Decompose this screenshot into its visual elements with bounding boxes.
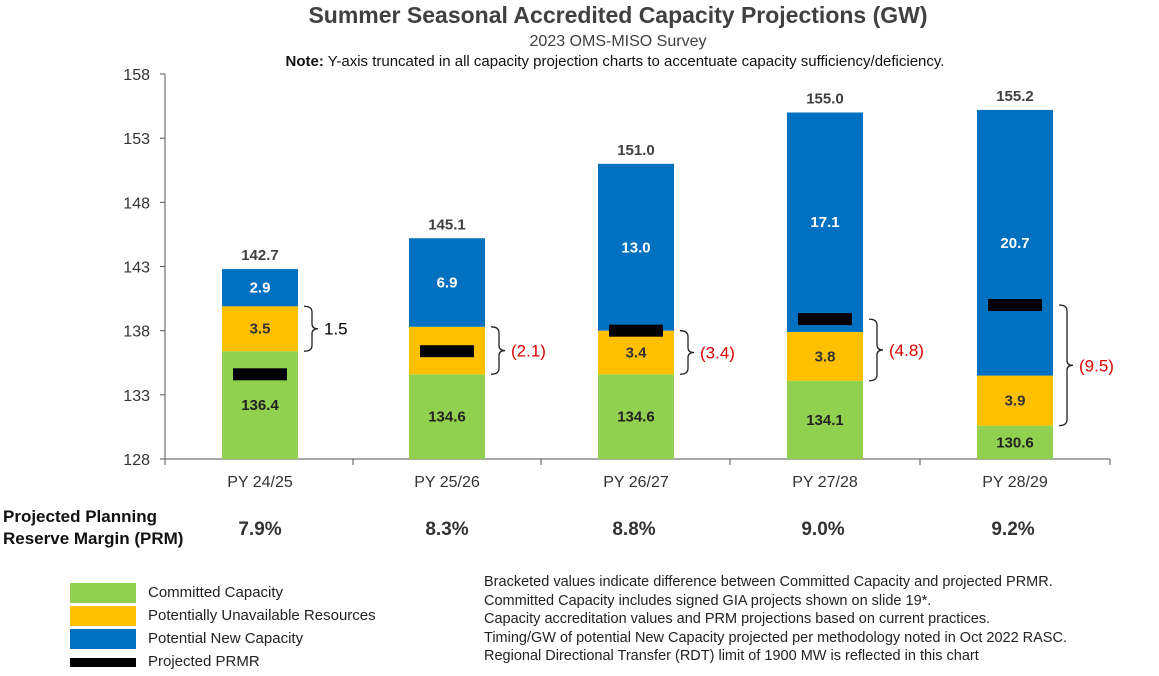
prmr-marker (420, 345, 474, 358)
y-tick-label: 128 (123, 452, 150, 469)
data-label: 20.7 (1000, 235, 1029, 252)
bracket-label: (2.1) (511, 342, 546, 361)
data-label: 13.0 (621, 239, 650, 256)
bar-segment (977, 109, 1053, 376)
x-tick-label: PY 28/29 (982, 474, 1048, 491)
bar-segment (409, 238, 485, 327)
legend-label: Potential New Capacity (148, 630, 304, 647)
bracket (679, 330, 695, 375)
y-tick-label: 153 (123, 131, 150, 148)
note-text: Y-axis truncated in all capacity project… (323, 53, 945, 70)
footnotes: Bracketed values indicate difference bet… (484, 573, 1067, 666)
data-label: 130.6 (996, 434, 1034, 451)
bar-segment (787, 112, 863, 332)
prm-value: 9.2% (991, 519, 1035, 540)
y-tick-label: 133 (123, 388, 150, 405)
y-tick-label: 138 (123, 324, 150, 341)
bar-segment (977, 425, 1053, 459)
bracket (1058, 304, 1074, 427)
note-prefix: Note: (285, 53, 324, 70)
data-label: 134.6 (428, 409, 466, 426)
prmr-marker (233, 368, 287, 381)
bracket (490, 326, 506, 375)
total-label: 151.0 (617, 142, 655, 159)
bar-segment (598, 163, 674, 331)
prm-value: 9.0% (801, 519, 845, 540)
legend-swatch (70, 629, 136, 649)
data-label: 3.5 (250, 321, 271, 338)
bracket (868, 318, 884, 382)
footnote: Timing/GW of potential New Capacity proj… (484, 629, 1067, 646)
chart-title: Summer Seasonal Accredited Capacity Proj… (308, 2, 928, 28)
prmr-marker (798, 313, 852, 326)
x-tick-label: PY 26/27 (603, 474, 669, 491)
bar-segment (787, 331, 863, 381)
y-tick-label: 158 (123, 67, 150, 84)
footnote: Committed Capacity includes signed GIA p… (484, 592, 932, 609)
total-label: 155.2 (996, 88, 1034, 105)
total-label: 155.0 (806, 91, 844, 108)
footnote: Capacity accreditation values and PRM pr… (484, 611, 991, 628)
legend-label: Potentially Unavailable Resources (148, 607, 376, 624)
bracket-label: (4.8) (889, 341, 924, 360)
bar-segment (222, 269, 298, 307)
bar-segment (787, 380, 863, 459)
x-tick-label: PY 24/25 (227, 474, 293, 491)
y-tick-label: 148 (123, 195, 150, 212)
prm-label-line2: Reserve Margin (PRM) (3, 529, 184, 548)
chart-note: Note: Y-axis truncated in all capacity p… (0, 53, 1159, 70)
total-label: 142.7 (241, 247, 279, 264)
footnote: Bracketed values indicate difference bet… (484, 574, 1053, 590)
data-label: 3.4 (626, 344, 648, 361)
prmr-marker (988, 299, 1042, 311)
x-tick-label: PY 25/26 (414, 474, 480, 491)
prmr-marker (609, 324, 663, 337)
data-label: 2.9 (250, 280, 271, 297)
data-label: 134.1 (806, 412, 844, 429)
chart-subtitle: 2023 OMS-MISO Survey (529, 33, 707, 50)
prm-value: 7.9% (238, 519, 282, 540)
prm-row-label: Projected Planning Reserve Margin (PRM) (3, 506, 183, 550)
bar-segment (222, 306, 298, 352)
footnote: Regional Directional Transfer (RDT) limi… (484, 648, 979, 665)
prm-value: 8.3% (425, 519, 469, 540)
bar-segment (598, 374, 674, 459)
data-label: 3.9 (1005, 393, 1026, 410)
data-label: 17.1 (810, 214, 839, 231)
y-tick-label: 143 (123, 260, 150, 277)
bracket-label: (9.5) (1079, 356, 1114, 375)
total-label: 145.1 (428, 216, 466, 233)
prm-value: 8.8% (612, 519, 656, 540)
legend-swatch (70, 658, 136, 667)
legend-swatch (70, 583, 136, 603)
data-label: 3.8 (815, 348, 836, 365)
data-label: 136.4 (241, 397, 279, 414)
legend-swatch (70, 606, 136, 626)
bar-segment (598, 330, 674, 375)
data-label: 6.9 (437, 275, 458, 292)
prm-label-line1: Projected Planning (3, 507, 157, 526)
bar-segment (977, 375, 1053, 426)
x-tick-label: PY 27/28 (792, 474, 858, 491)
legend-label: Projected PRMR (148, 653, 260, 670)
legend-label: Committed Capacity (148, 584, 284, 601)
bar-segment (409, 374, 485, 459)
data-label: 134.6 (617, 409, 655, 426)
bracket-label: 1.5 (324, 320, 348, 339)
stacked-bar-chart: 158 153 148 143 138 133 128 PY 24/25 PY 25/26 PY … (123, 67, 1114, 491)
bracket (303, 305, 319, 352)
bracket-label: (3.4) (700, 343, 735, 362)
